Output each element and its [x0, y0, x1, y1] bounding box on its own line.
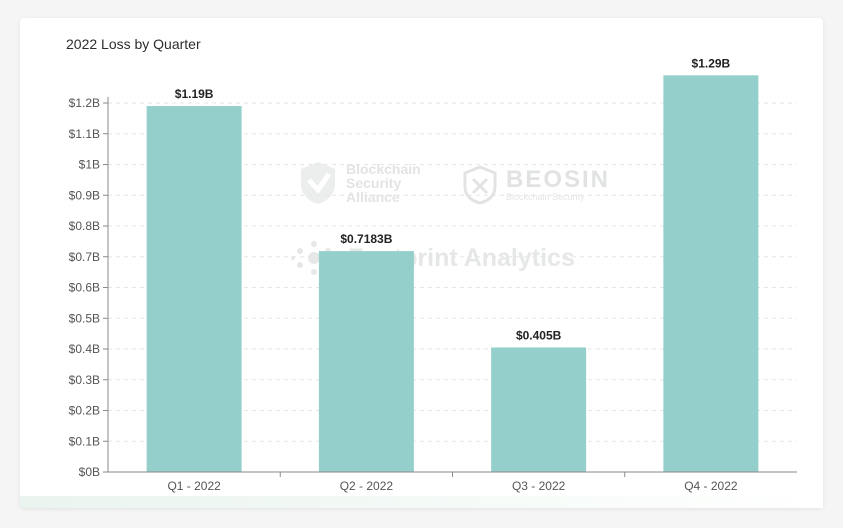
y-tick-label: $0.9B	[69, 188, 100, 202]
bar	[146, 106, 242, 472]
y-tick-label: $0.5B	[69, 311, 100, 325]
data-label: $0.7183B	[340, 232, 392, 246]
bar	[318, 251, 414, 472]
bar	[663, 75, 759, 472]
shield-icon	[301, 162, 335, 204]
y-tick-label: $0.3B	[69, 373, 100, 387]
bar	[491, 347, 587, 472]
beosin-watermark-name: BEOSIN	[506, 166, 611, 193]
x-tick-label: Q2 - 2022	[340, 479, 394, 493]
blockchain-security-alliance-watermark: Blockchain Security Alliance	[298, 160, 428, 206]
chart-title: 2022 Loss by Quarter	[66, 36, 201, 52]
y-tick-label: $0.8B	[69, 219, 100, 233]
y-tick-label: $0.1B	[69, 434, 100, 448]
beosin-watermark: BEOSIN Blockchain Security	[462, 165, 610, 205]
x-tick-label: Q4 - 2022	[684, 479, 738, 493]
y-tick-label: $1.1B	[69, 127, 100, 141]
data-label: $0.405B	[516, 328, 562, 342]
y-tick-label: $0B	[79, 465, 100, 479]
y-tick-label: $0.4B	[69, 342, 100, 356]
x-tick-label: Q3 - 2022	[512, 479, 566, 493]
y-tick-label: $1.2B	[69, 96, 100, 110]
bsa-watermark-text: Blockchain Security Alliance	[346, 161, 421, 205]
card-bottom-strip	[20, 496, 823, 508]
y-tick-label: $0.7B	[69, 250, 100, 264]
y-tick-label: $0.6B	[69, 281, 100, 295]
y-tick-label: $0.2B	[69, 404, 100, 418]
x-tick-label: Q1 - 2022	[167, 479, 221, 493]
data-label: $1.19B	[175, 87, 214, 101]
data-label: $1.29B	[692, 56, 731, 70]
beosin-shield-icon	[463, 165, 497, 205]
beosin-watermark-subtitle: Blockchain Security	[506, 192, 585, 202]
y-tick-label: $1B	[79, 158, 100, 172]
